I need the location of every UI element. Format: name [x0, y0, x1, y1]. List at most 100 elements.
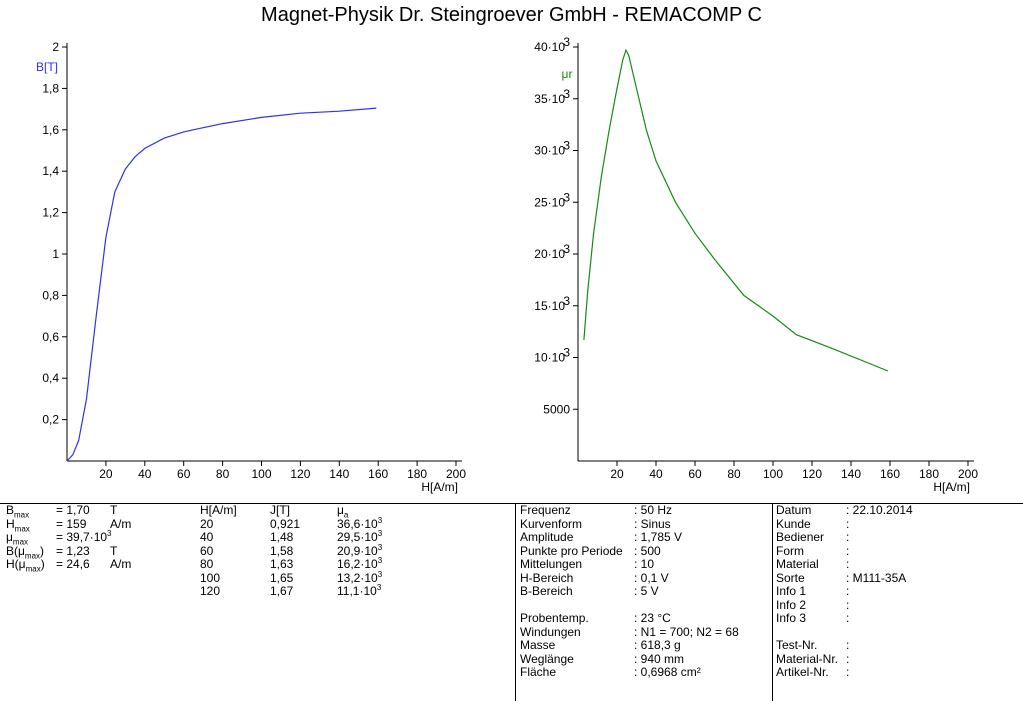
info-row-value: : — [846, 516, 850, 531]
table-row: 100 1,65 13,2·103 — [200, 569, 500, 586]
param-row-label: Punkte pro Periode — [520, 543, 623, 558]
table-cell-exponent: 3 — [377, 515, 383, 525]
table-cell-mu: 11,1·103 — [337, 583, 382, 598]
table-header-mu-subscript: a — [343, 510, 349, 520]
table-row: 40 1,48 29,5·103 — [200, 529, 500, 545]
panel-divider-1 — [515, 504, 516, 701]
info-row: Artikel-Nr.: — [776, 665, 1021, 680]
info-row: Info 1: — [776, 584, 1021, 599]
info-row-label: Info 1 — [776, 584, 807, 598]
y-tick-label: 20·10 — [534, 247, 565, 261]
param-row: H-Bereich: 0,1 V — [520, 570, 770, 586]
y-axis-label: μr — [562, 67, 573, 81]
info-row: Test-Nr.: — [776, 638, 1021, 653]
y-tick-exponent: 3 — [563, 294, 570, 308]
table-row: 20 0,921 36,6·103 — [200, 515, 500, 532]
y-tick-label: 2 — [52, 40, 59, 54]
y-tick-label: 0,6 — [42, 330, 59, 344]
info-row-value: : — [846, 611, 850, 625]
panel-top-divider — [0, 503, 1023, 504]
table-cell-h: 60 — [200, 543, 214, 558]
table-row: 120 1,67 11,1·103 — [200, 583, 500, 599]
summary-subscript: max — [14, 523, 30, 533]
param-row: Kurvenform: Sinus — [520, 516, 770, 532]
summary-value: = 1,70 — [56, 503, 90, 517]
x-tick-label: 180 — [919, 467, 939, 481]
summary-symbol: H(μmax) — [6, 557, 45, 574]
x-axis-label: H[A/m] — [421, 480, 458, 494]
info-row-value: : — [846, 597, 850, 612]
y-tick-exponent: 3 — [563, 190, 570, 204]
info-row: Datum: 22.10.2014 — [776, 503, 1021, 518]
x-tick-label: 80 — [727, 467, 741, 481]
param-row-value: : 940 mm — [634, 651, 685, 666]
info-row-label: Info 3 — [776, 611, 807, 625]
x-tick-label: 200 — [958, 467, 978, 481]
table-cell-h: 120 — [200, 584, 221, 598]
table-row: 80 1,63 16,2·103 — [200, 556, 500, 572]
summary-value: = 39,7·103 — [56, 529, 112, 544]
x-tick-label: 20 — [99, 467, 113, 481]
y-tick-label: 15·10 — [534, 299, 565, 313]
param-row: Windungen: N1 = 700; N2 = 68 — [520, 624, 770, 640]
table-cell-mu: 20,9·103 — [337, 542, 383, 558]
panel-divider-2 — [772, 504, 773, 701]
summary-symbol: μmax — [6, 530, 29, 547]
table-cell-mu: 16,2·103 — [337, 556, 383, 571]
summary-symbol: Hmax — [6, 516, 30, 533]
param-row-label: Amplitude — [520, 530, 574, 544]
summary-unit: T — [110, 503, 118, 517]
summary-row: μmax = 39,7·103 — [6, 529, 196, 547]
param-row-value: : 0,1 V — [634, 570, 669, 585]
info-row-label: Sorte — [776, 570, 805, 585]
param-row: Weglänge : 940 mm — [520, 651, 770, 667]
param-row-value: : 500 — [634, 543, 661, 558]
table-cell-h: 40 — [200, 530, 214, 544]
summary-unit: T — [110, 543, 118, 558]
info-row: Material: — [776, 557, 1021, 572]
param-row-label: Weglänge — [520, 651, 574, 666]
x-tick-label: 140 — [329, 467, 349, 481]
param-row-value: : Sinus — [634, 516, 671, 531]
table-cell-j: 0,921 — [270, 516, 301, 531]
y-tick-label: 1,2 — [42, 206, 59, 220]
summary-subscript: max — [12, 537, 29, 547]
param-row-value: : 23 °C — [634, 611, 671, 625]
summary-exponent: 3 — [107, 529, 112, 538]
param-row-label: Probentemp. — [520, 611, 589, 625]
sample-info-panel: Datum: 22.10.2014 Kunde: Bediener: Form: Mat… — [776, 503, 1021, 701]
info-row-value: : — [846, 543, 850, 558]
param-row: B-Bereich: 5 V — [520, 584, 770, 599]
table-cell-h: 80 — [200, 557, 214, 571]
x-tick-label: 20 — [610, 467, 624, 481]
table-cell-mu: 13,2·103 — [337, 569, 383, 585]
info-row-label: Form — [776, 543, 804, 558]
param-row: Masse: 618,3 g — [520, 638, 770, 653]
x-tick-label: 200 — [446, 467, 466, 481]
summary-unit: A/m — [110, 516, 132, 531]
info-row-label: Material-Nr. — [776, 651, 839, 666]
series-line — [66, 107, 377, 462]
summary-row: H(μmax) = 24,6 A/m — [6, 557, 196, 574]
y-tick-label: 0,4 — [42, 371, 59, 385]
param-row-label: Windungen — [520, 624, 581, 639]
param-row-label: B-Bereich — [520, 584, 573, 598]
y-tick-exponent: 3 — [563, 87, 570, 101]
param-row-value: : 618,3 g — [634, 638, 681, 652]
table-header-mu: μa — [337, 503, 349, 520]
param-row-label: Fläche — [520, 665, 557, 679]
x-tick-label: 60 — [688, 467, 702, 481]
y-tick-label: 1 — [52, 247, 59, 261]
summary-subscript: max — [25, 564, 41, 574]
param-row — [520, 599, 770, 613]
param-row-label: Mittelungen — [520, 557, 583, 571]
table-cell-mu: 29,5·103 — [337, 529, 383, 544]
x-tick-label: 160 — [880, 467, 900, 481]
y-tick-label: 30·10 — [534, 144, 565, 158]
summary-value: = 1,23 — [56, 543, 90, 558]
param-row: Punkte pro Periode : 500 — [520, 543, 770, 559]
y-tick-label: 0,2 — [42, 413, 59, 427]
x-axis-label: H[A/m] — [933, 480, 970, 494]
